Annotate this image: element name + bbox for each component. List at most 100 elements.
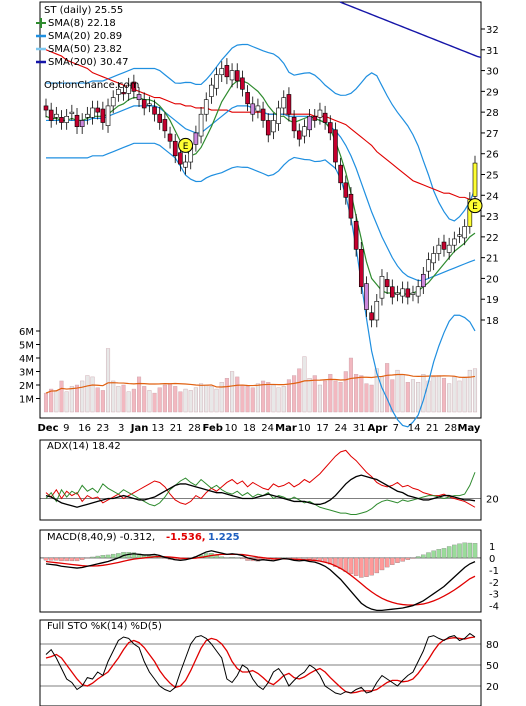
candle-body <box>141 99 147 109</box>
candle-body <box>400 288 405 297</box>
volume-bar <box>431 376 436 413</box>
volume-bar <box>142 386 147 413</box>
volume-bar <box>131 388 136 413</box>
volume-bar <box>421 374 426 413</box>
volume-tick-label: 4M <box>19 354 34 365</box>
candle-body <box>167 133 173 142</box>
volume-bar <box>447 383 452 413</box>
bollinger-upper-line <box>46 43 476 222</box>
candle-body <box>358 249 364 288</box>
candle-body <box>462 226 467 239</box>
macd-tick-label: -3 <box>489 590 499 601</box>
macd-histogram-bar <box>235 557 240 559</box>
x-axis-label: 16 <box>78 423 91 434</box>
volume-bar <box>462 376 467 413</box>
earnings-marker-label: E <box>472 202 478 212</box>
candle-body <box>312 116 318 121</box>
earnings-marker-label: E <box>183 142 189 152</box>
legend-label: SMA(50) 23.82 <box>48 44 122 55</box>
macd-histogram-bar <box>462 542 467 559</box>
macd-tick-label: 0 <box>489 554 495 565</box>
candle-body <box>457 234 462 237</box>
macd-histogram-bar <box>317 557 323 561</box>
volume-bar <box>224 378 229 413</box>
volume-bar <box>405 382 410 413</box>
volume-bar <box>100 390 105 413</box>
volume-bar <box>235 376 240 413</box>
volume-bar <box>219 382 224 413</box>
x-axis-label: 9 <box>63 423 69 434</box>
price-tick-label: 31 <box>486 46 499 57</box>
x-axis-label: May <box>458 423 481 434</box>
volume-bar <box>467 369 472 413</box>
candle-body <box>136 94 142 100</box>
minus-di-line <box>45 449 476 508</box>
price-tick-label: 29 <box>486 87 499 98</box>
candle-body <box>59 117 64 123</box>
volume-bar <box>452 376 457 413</box>
volume-tick-label: 1M <box>19 395 34 406</box>
sma20-line <box>46 105 476 282</box>
stochastic-lines <box>45 632 476 695</box>
candle-body <box>85 113 90 118</box>
macd-histogram-bar <box>467 542 473 559</box>
candle-body <box>183 161 188 168</box>
macd-histogram-bar <box>64 557 69 562</box>
x-axis-label: 24 <box>335 423 348 434</box>
macd-histogram <box>43 542 478 578</box>
sto-panel-frame <box>39 619 482 706</box>
macd-histogram-bar <box>441 548 447 559</box>
macd-histogram-bar <box>472 543 478 559</box>
macd-histogram-bar <box>69 557 75 562</box>
macd-histogram-bar <box>374 557 380 574</box>
price-tick-label: 30 <box>486 67 499 78</box>
volume-bar <box>54 390 59 413</box>
candle-body <box>64 116 69 123</box>
volume-bar <box>333 380 338 413</box>
candle-body <box>415 286 421 297</box>
volume-bar <box>240 384 245 413</box>
volume-bar <box>90 376 95 413</box>
volume-bar <box>193 387 198 413</box>
price-tick-label: 32 <box>486 25 499 36</box>
macd-histogram-bar <box>333 557 338 567</box>
candle-body <box>90 107 95 118</box>
macd-value: -0.312, <box>120 532 155 543</box>
volume-tick-label: 2M <box>19 381 34 392</box>
candle-body <box>327 122 333 134</box>
macd-tick-label: 1 <box>489 542 495 553</box>
volume-bar <box>85 375 90 413</box>
volume-bar <box>359 375 364 413</box>
volume-bar <box>74 384 80 413</box>
volume-bar <box>441 378 447 413</box>
volume-bar <box>436 375 441 413</box>
x-axis-label: 31 <box>353 423 366 434</box>
candle-body <box>234 70 240 82</box>
volume-bar <box>204 384 209 413</box>
candle-body <box>307 116 312 131</box>
x-axis-label: 3 <box>118 423 124 434</box>
watermark: OptionChance.com <box>44 80 139 91</box>
macd-hist-value: 1.225 <box>208 532 240 543</box>
candle-body <box>436 244 442 254</box>
candle-body <box>162 119 168 132</box>
volume-bar <box>69 386 74 413</box>
volume-bar <box>292 375 297 413</box>
sma200-line <box>339 1 482 59</box>
volume-bar <box>261 380 266 413</box>
macd-histogram-bar <box>110 553 116 559</box>
x-axis-label: 28 <box>444 423 457 434</box>
bollinger-lower-line <box>46 142 476 428</box>
x-axis-label: Dec <box>37 423 58 434</box>
candle-body <box>472 162 478 197</box>
earnings-marker <box>178 137 194 153</box>
candle-body <box>281 97 287 109</box>
volume-bar <box>59 380 64 413</box>
candle-body <box>260 108 266 121</box>
candle-body <box>343 182 349 198</box>
macd-histogram-bar <box>426 552 431 559</box>
macd-histogram-bar <box>400 557 405 562</box>
candle-body <box>410 292 416 295</box>
candle-body <box>147 103 152 106</box>
